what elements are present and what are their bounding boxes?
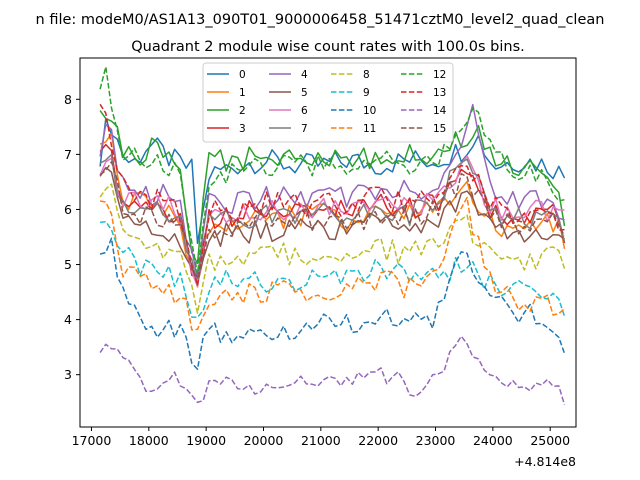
y-tick-label: 8	[64, 92, 72, 107]
y-tick-label: 5	[64, 257, 72, 272]
series-line-11	[99, 196, 566, 331]
series-line-15	[99, 161, 566, 279]
legend-label-12: 12	[433, 69, 446, 81]
x-tick-label: 22000	[358, 433, 398, 448]
legend-label-0: 0	[239, 69, 246, 81]
series-line-2	[99, 110, 566, 265]
series-line-5	[99, 166, 565, 285]
y-tick-label: 4	[64, 312, 72, 327]
series-line-9	[100, 220, 566, 319]
legend-label-10: 10	[363, 105, 376, 117]
series-line-13	[99, 103, 565, 287]
legend-label-6: 6	[301, 105, 308, 117]
legend-frame	[202, 62, 454, 143]
figure-suptitle: n file: modeM0/AS1A13_090T01_9000006458_…	[36, 12, 605, 28]
plot-area-frame	[79, 57, 577, 428]
x-tick-label: 17000	[72, 433, 112, 448]
series-layer	[99, 66, 566, 406]
legend-label-2: 2	[239, 105, 246, 117]
y-tick-label: 6	[64, 202, 72, 217]
x-tick-label: 19000	[186, 433, 226, 448]
x-tick-label: 25000	[530, 433, 570, 448]
series-line-4	[99, 103, 565, 280]
y-axis: 3 4 5 6 7 8	[64, 92, 80, 382]
legend-label-11: 11	[363, 123, 376, 135]
legend-label-5: 5	[301, 87, 308, 99]
chart-title: Quadrant 2 module wise count rates with …	[131, 39, 525, 55]
legend-label-4: 4	[301, 69, 308, 81]
legend-label-13: 13	[433, 87, 446, 99]
legend-label-14: 14	[433, 105, 447, 117]
y-tick-label: 3	[64, 367, 72, 382]
legend-label-15: 15	[433, 123, 446, 135]
legend-label-3: 3	[239, 123, 246, 135]
series-line-7	[99, 153, 566, 286]
series-line-10	[99, 237, 566, 370]
legend-label-9: 9	[363, 87, 370, 99]
x-tick-label: 21000	[301, 433, 341, 448]
x-offset-label: +4.814e8	[514, 454, 576, 469]
series-line-14	[99, 335, 566, 406]
x-tick-label: 18000	[129, 433, 169, 448]
y-tick-label: 7	[64, 147, 72, 162]
legend-label-7: 7	[301, 123, 308, 135]
series-line-8	[99, 183, 566, 314]
x-tick-label: 23000	[416, 433, 456, 448]
legend-label-1: 1	[239, 87, 246, 99]
x-tick-label: 20000	[244, 433, 284, 448]
legend-label-8: 8	[363, 69, 370, 81]
x-axis: 17000 18000 19000 20000 21000 22000 23000 24000…	[72, 427, 570, 448]
x-tick-label: 24000	[473, 433, 513, 448]
